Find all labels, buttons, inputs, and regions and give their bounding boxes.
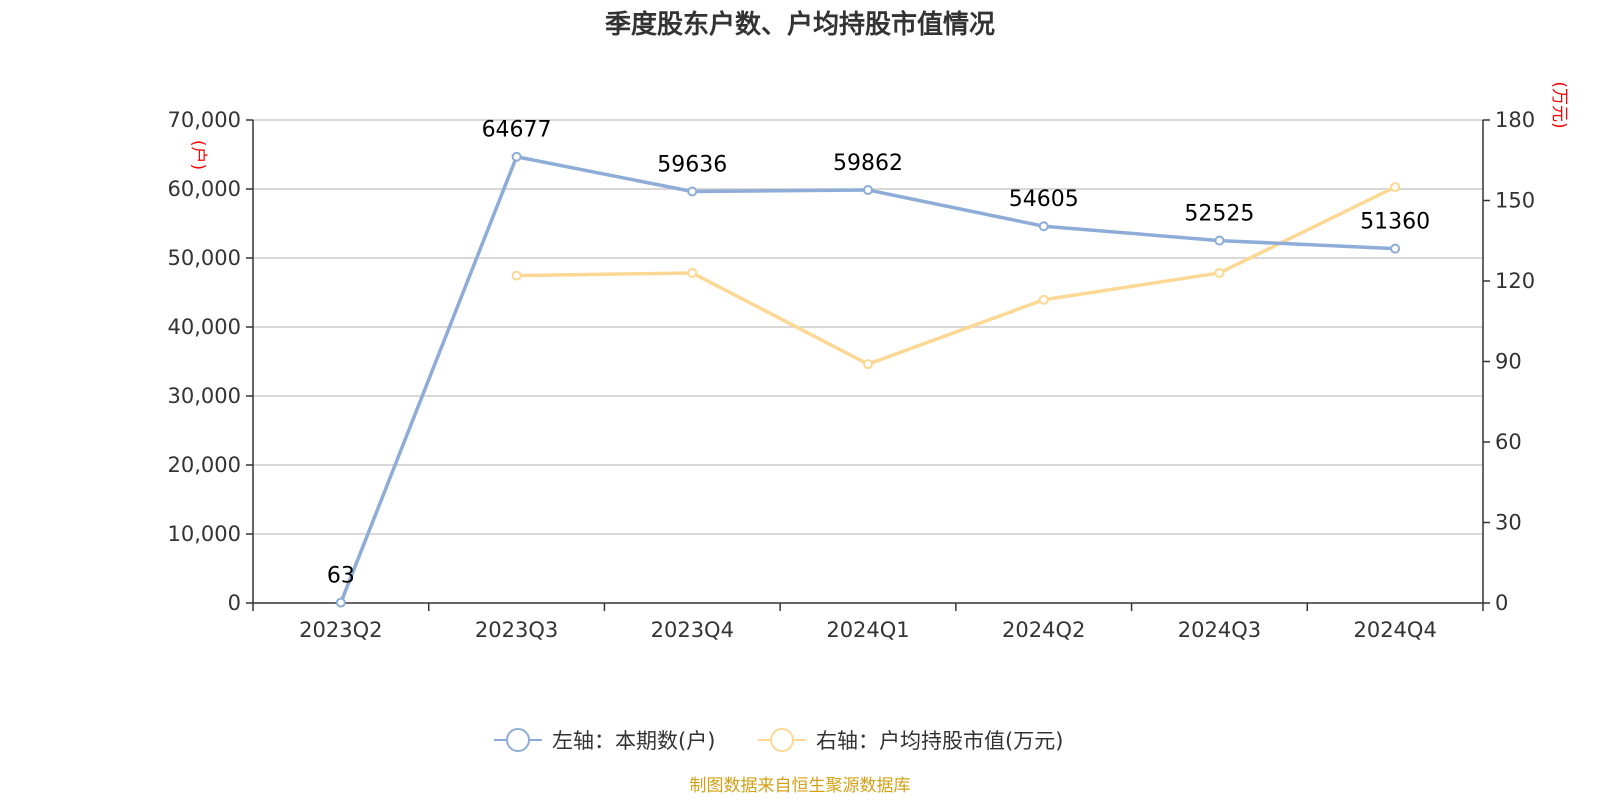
right-axis-tick-label: 150	[1495, 189, 1535, 213]
data-label: 51360	[1360, 210, 1430, 235]
left-axis-tick-label: 70,000	[168, 108, 241, 132]
data-label: 59862	[833, 151, 903, 176]
left-axis-tick-label: 60,000	[168, 177, 241, 201]
right-axis-unit-label: (万元)	[1549, 81, 1569, 128]
right-series-point	[687, 267, 698, 278]
data-label: 54605	[1009, 187, 1079, 212]
right-axis-tick-label: 60	[1495, 430, 1522, 454]
left-series-point	[511, 151, 522, 162]
left-series-point	[1390, 243, 1401, 254]
right-series-point	[511, 270, 522, 281]
left-series-point	[687, 186, 698, 197]
x-axis-tick-label: 2023Q2	[299, 618, 382, 642]
data-label: 63	[327, 564, 355, 589]
left-series-point	[1038, 221, 1049, 232]
right-axis-tick-label: 180	[1495, 108, 1535, 132]
legend-circle-icon	[770, 728, 794, 752]
x-axis-tick-label: 2023Q4	[651, 618, 734, 642]
left-series-point	[1214, 235, 1225, 246]
data-label: 59636	[657, 153, 727, 178]
legend-circle-icon	[506, 728, 530, 752]
legend-label: 右轴：户均持股市值(万元)	[816, 729, 1063, 753]
right-axis-tick-label: 90	[1495, 350, 1522, 374]
axes: 0 10,000 20,000 30,000 40,000 50,000 60,000 70,…	[168, 108, 1536, 642]
legend-item[interactable]: 左轴：本期数(户)	[494, 728, 715, 753]
x-axis-tick-label: 2024Q3	[1178, 618, 1261, 642]
right-series-point	[1038, 294, 1049, 305]
data-label: 52525	[1184, 202, 1254, 227]
left-axis-unit-label: (户)	[188, 140, 208, 170]
right-series-line	[516, 185, 1396, 366]
right-axis-tick-label: 120	[1495, 269, 1535, 293]
right-series-point	[1390, 182, 1401, 193]
legend-item[interactable]: 右轴：户均持股市值(万元)	[758, 728, 1063, 753]
left-axis-tick-label: 30,000	[168, 384, 241, 408]
right-series-point	[863, 359, 873, 370]
left-axis-tick-label: 10,000	[168, 522, 241, 546]
data-labels: 63 64677 59636 59862 54605 52525 51360	[327, 118, 1430, 589]
left-axis-tick-label: 40,000	[168, 315, 241, 339]
left-series-point	[335, 597, 346, 608]
legend-label: 左轴：本期数(户)	[552, 729, 715, 753]
right-axis-tick-label: 30	[1495, 511, 1522, 535]
right-series-point	[1214, 267, 1225, 278]
series	[335, 151, 1401, 608]
x-axis-tick-label: 2024Q4	[1353, 618, 1436, 642]
right-axis-tick-label: 0	[1495, 591, 1508, 615]
x-axis-tick-label: 2024Q2	[1002, 618, 1085, 642]
chart-title: 季度股东户数、户均持股市值情况	[605, 9, 995, 40]
source-note: 制图数据来自恒生聚源数据库	[690, 776, 911, 796]
left-axis-tick-label: 0	[228, 591, 241, 615]
legend[interactable]: 左轴：本期数(户) 右轴：户均持股市值(万元)	[494, 728, 1063, 753]
left-series-point	[863, 184, 873, 195]
x-axis-tick-label: 2023Q3	[475, 618, 558, 642]
left-axis-tick-label: 20,000	[168, 453, 241, 477]
x-axis-tick-label: 2024Q1	[826, 618, 909, 642]
data-label: 64677	[482, 118, 552, 143]
grid	[253, 119, 1483, 535]
left-axis-tick-label: 50,000	[168, 246, 241, 270]
